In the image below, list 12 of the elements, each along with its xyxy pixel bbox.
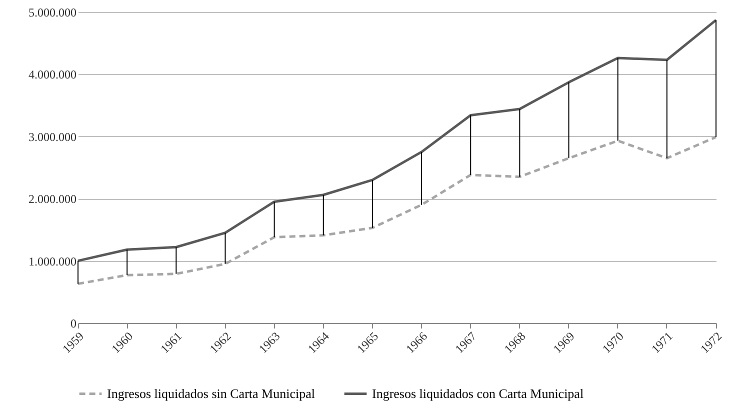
legend-label: Ingresos liquidados con Carta Municipal bbox=[372, 386, 584, 401]
y-tick-label: 5.000.000 bbox=[28, 6, 76, 20]
y-tick-label: 4.000.000 bbox=[28, 68, 76, 82]
line-series bbox=[76, 18, 718, 262]
y-tick-label: 3.000.000 bbox=[28, 130, 76, 144]
x-tick-label: 1971 bbox=[648, 329, 676, 356]
y-tick-label: 2.000.000 bbox=[28, 192, 76, 206]
y-tick-label: 1.000.000 bbox=[28, 254, 76, 268]
line-series bbox=[76, 136, 718, 286]
x-tick-label: 1961 bbox=[158, 329, 185, 356]
y-tick-label: 0 bbox=[70, 316, 76, 330]
legend-label: Ingresos liquidados sin Carta Municipal bbox=[107, 386, 316, 401]
